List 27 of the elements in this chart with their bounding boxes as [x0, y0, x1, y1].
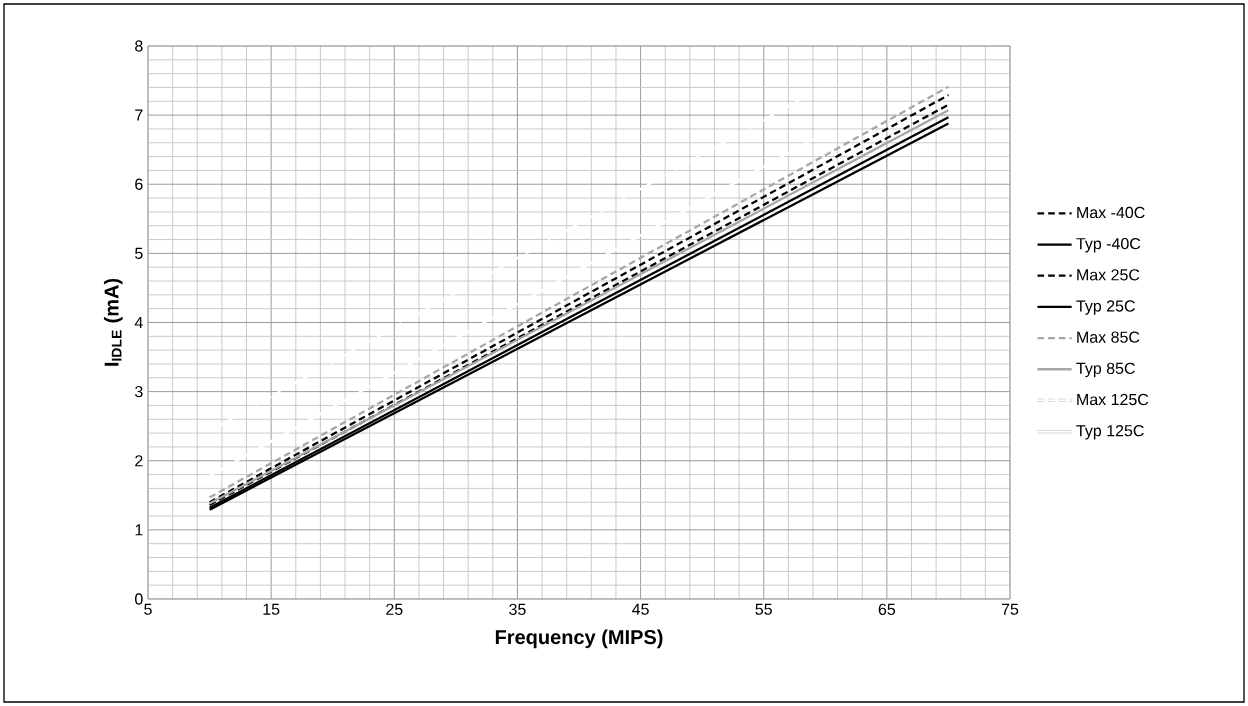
x-tick-label: 55 [755, 603, 772, 615]
y-tick-label: 0 [135, 593, 143, 605]
y-tick-label: 5 [135, 247, 143, 259]
legend-label: Max -40C [1077, 206, 1145, 219]
y-tick-label: 3 [135, 385, 143, 398]
y-tick-label: 1 [135, 524, 143, 536]
y-tick-label: 2 [135, 455, 143, 467]
x-tick-label: 15 [263, 603, 280, 615]
x-tick-label: 45 [632, 603, 649, 615]
legend-label: Typ 25C [1076, 300, 1135, 315]
y-tick-label: 4 [134, 316, 143, 328]
x-tick-label: 25 [386, 603, 403, 616]
x-tick-label: 65 [878, 603, 896, 616]
y-axis-title: I$_{IDLE}$ (mA) [103, 278, 123, 366]
y-tick-label: 8 [135, 40, 143, 52]
x-axis-title: Frequency (MIPS) [495, 629, 663, 649]
legend-label: Typ -40C [1076, 237, 1141, 253]
legend-label: Max 25C [1077, 269, 1140, 281]
legend-label: Max 125C [1077, 393, 1149, 406]
x-tick-label: 5 [144, 603, 152, 615]
x-tick-label: 35 [509, 603, 526, 616]
legend-label: Typ 125C [1076, 425, 1144, 440]
y-tick-label: 6 [135, 178, 143, 190]
legend-label: Typ 85C [1076, 362, 1135, 378]
y-tick-label: 7 [135, 109, 143, 121]
x-tick-label: 75 [1001, 603, 1019, 615]
legend-label: Max 85C [1077, 331, 1140, 343]
